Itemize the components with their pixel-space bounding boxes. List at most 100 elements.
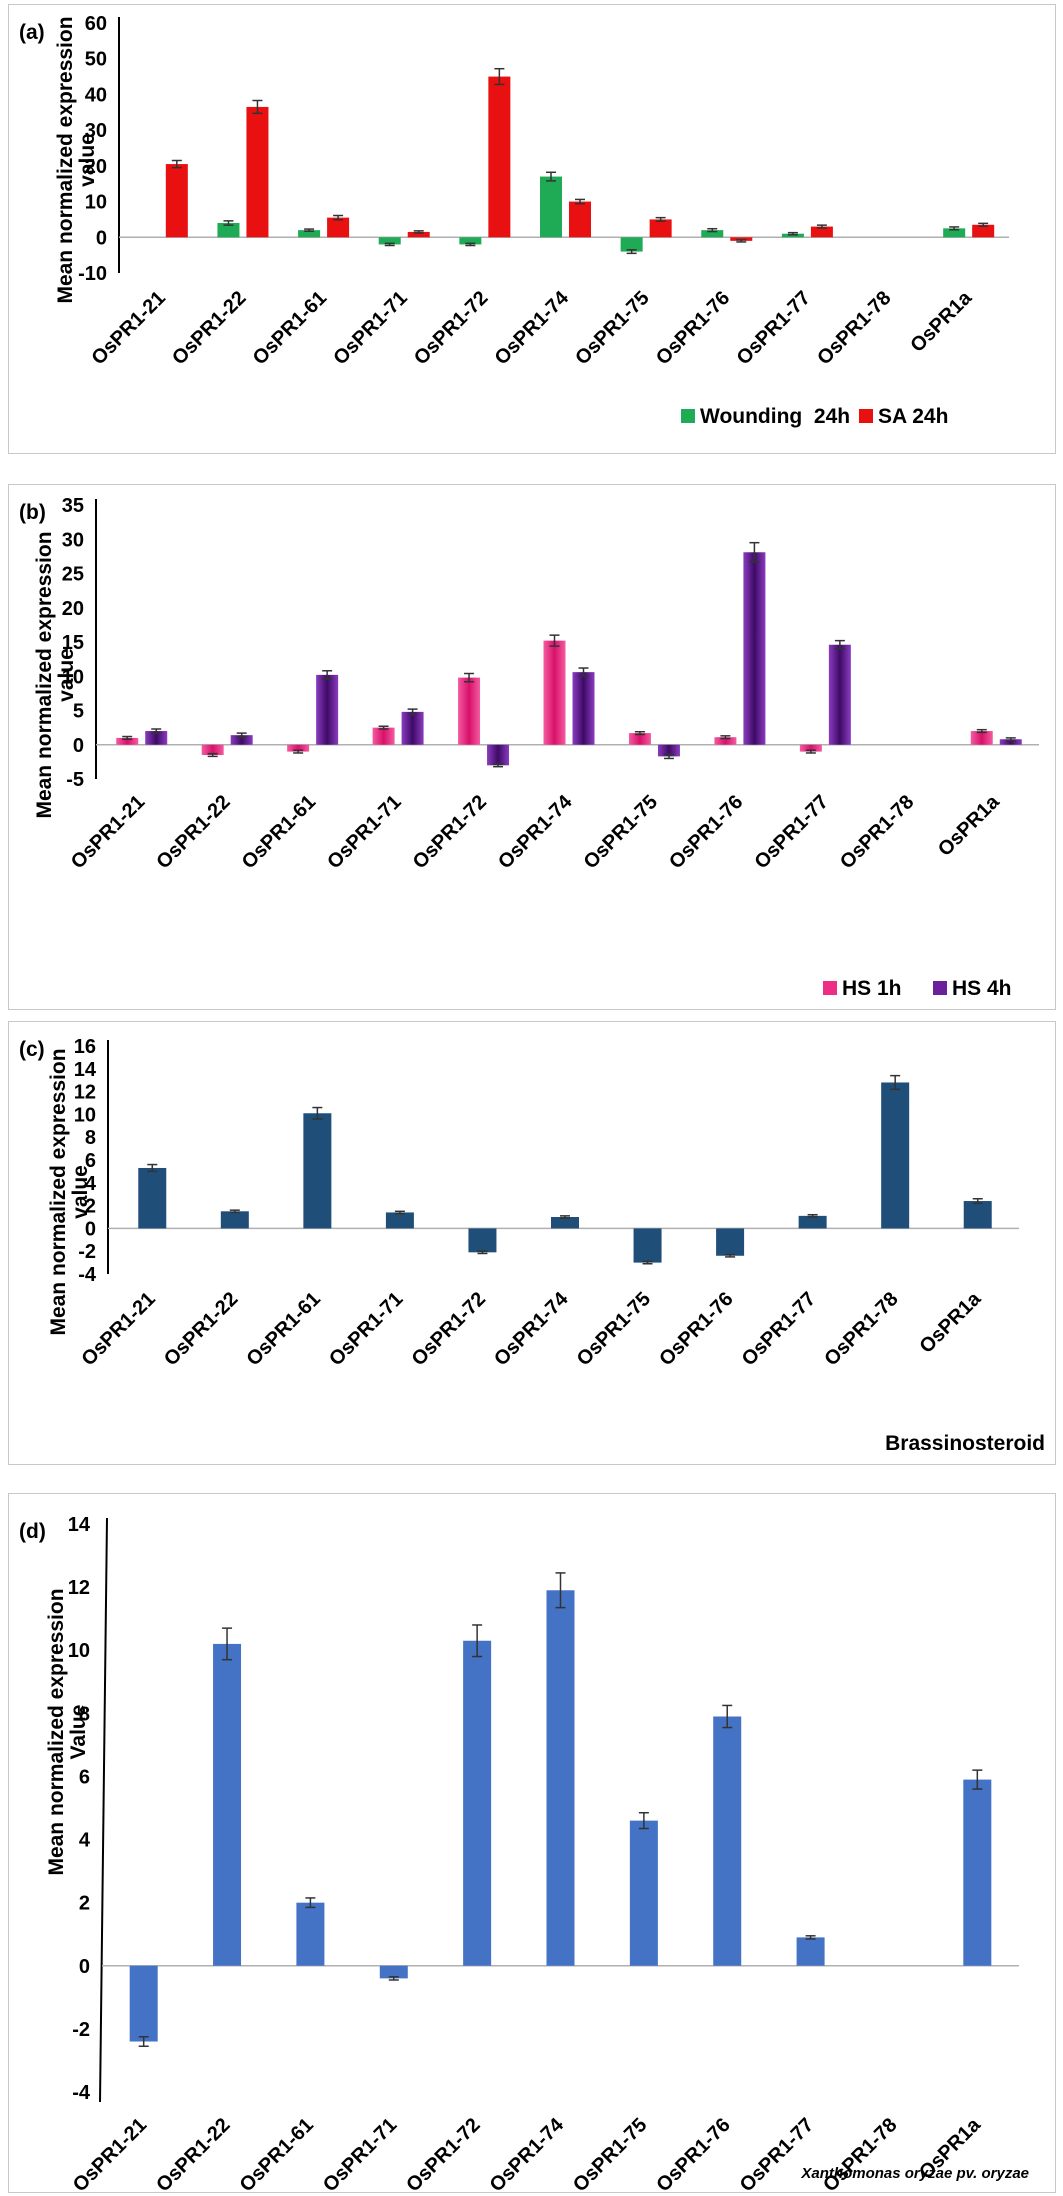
bar — [246, 106, 269, 238]
bar — [972, 224, 995, 238]
y-tick-label: 15 — [62, 632, 84, 654]
x-category-label: OsPR1-76 — [655, 1288, 737, 1370]
legend-swatch-hs-1h — [823, 981, 837, 995]
legend-swatch-hs-4h — [933, 981, 947, 995]
y-tick-label: 30 — [85, 120, 107, 142]
condition-caption: Xanthomonas oryzae pv. oryzae — [800, 2165, 1029, 2182]
y-tick-label: 10 — [85, 192, 107, 214]
x-category-label: OsPR1-61 — [249, 287, 331, 369]
bar — [701, 230, 724, 238]
bar — [468, 1228, 497, 1253]
x-category-label: OsPR1-71 — [319, 2114, 401, 2192]
bar — [649, 219, 672, 238]
condition-caption: Brassinosteroid — [885, 1432, 1045, 1455]
bar — [401, 711, 424, 745]
y-tick-label: 20 — [85, 156, 107, 178]
x-category-label: OsPR1-74 — [486, 2113, 569, 2192]
y-axis-label-line1: Mean normalized expression — [45, 1588, 68, 1875]
legend-label-hs-4h: HS 4h — [952, 977, 1012, 1000]
bar — [316, 674, 339, 745]
chart-a: (a) Mean normalized expression value 60 5… — [19, 13, 1009, 428]
bar — [628, 733, 651, 745]
bar — [569, 201, 591, 238]
x-category-label: OsPR1-77 — [733, 287, 815, 369]
y-tick-label: 40 — [85, 84, 107, 106]
y-axis-label-line2: value — [69, 1165, 92, 1219]
x-category-label: OsPR1-61 — [238, 791, 320, 873]
x-category-label: OsPR1-71 — [329, 287, 411, 369]
x-category-label: OsPR1-75 — [580, 791, 662, 873]
bar — [372, 727, 395, 745]
bar — [810, 226, 833, 238]
x-category-label: OsPR1-74 — [490, 1287, 573, 1370]
bar — [798, 1215, 827, 1229]
y-tick-label: 6 — [85, 1150, 96, 1172]
legend: Wounding 24h SA 24h — [681, 405, 948, 428]
y-tick-label: -2 — [78, 1241, 96, 1263]
y-tick-label: 6 — [79, 1766, 90, 1788]
x-category-label: OsPR1-71 — [325, 1288, 407, 1370]
x-category-label: OsPR1-75 — [573, 1288, 655, 1370]
x-category-label: OsPR1-21 — [69, 2114, 151, 2192]
panel-c: (c) Mean normalized expression value 16 1… — [8, 1021, 1056, 1465]
y-tick-label: 0 — [85, 1218, 96, 1240]
panel-letter: (c) — [19, 1038, 45, 1061]
y-tick-label: 2 — [79, 1893, 90, 1915]
y-tick-label: 16 — [74, 1036, 96, 1058]
y-tick-label: 0 — [73, 735, 84, 757]
bar — [963, 1779, 992, 1966]
y-tick-label: 4 — [79, 1830, 91, 1852]
bar — [296, 1902, 325, 1966]
bar — [220, 1211, 249, 1229]
bar — [165, 164, 188, 238]
bar — [129, 1965, 158, 2042]
panel-d: (d) Mean normalized expression Value 14 1… — [8, 1493, 1056, 2193]
y-tick-label: -2 — [72, 2019, 90, 2041]
legend-swatch-wounding — [681, 409, 695, 423]
bar — [743, 552, 766, 745]
x-category-label: OsPR1-22 — [160, 1288, 242, 1370]
panel-a: (a) Mean normalized expression value 60 5… — [8, 4, 1056, 454]
panel-letter: (d) — [19, 1520, 46, 1543]
legend-label-wounding: Wounding 24h — [700, 405, 850, 428]
bar — [713, 1716, 742, 1966]
x-category-label: OsPR1-75 — [569, 2114, 651, 2192]
bar — [201, 744, 224, 756]
bar — [970, 731, 993, 745]
x-category-label: OsPR1-72 — [408, 1288, 490, 1370]
x-category-label: OsPR1-78 — [820, 1288, 902, 1370]
y-tick-label: 10 — [74, 1104, 96, 1126]
bar — [463, 1640, 492, 1966]
x-category-label: OsPR1-72 — [402, 2114, 484, 2192]
x-category-label: OsPR1-72 — [409, 791, 491, 873]
bar — [620, 237, 643, 252]
bar — [629, 1820, 658, 1966]
bar — [217, 223, 240, 238]
x-category-label: OsPR1-72 — [410, 287, 492, 369]
bar — [327, 217, 350, 238]
x-category-label: OsPR1-61 — [236, 2114, 318, 2192]
y-axis-label-line2: value — [76, 133, 99, 187]
bar — [213, 1643, 242, 1966]
bar — [488, 76, 511, 238]
y-axis-label-line1: Mean normalized expression — [33, 531, 56, 818]
y-tick-label: 50 — [85, 49, 107, 71]
bar — [303, 1113, 332, 1229]
y-tick-label: 0 — [79, 1956, 90, 1978]
x-category-label: OsPR1-61 — [243, 1288, 325, 1370]
x-category-label: OsPR1-78 — [813, 287, 895, 369]
x-category-label: OsPR1-75 — [571, 287, 653, 369]
chart-b: (b) Mean normalized expression value 353… — [19, 495, 1039, 1000]
y-tick-label: 20 — [62, 598, 84, 620]
x-category-label: OsPR1-76 — [652, 287, 734, 369]
legend: HS 1h HS 4h — [823, 977, 1012, 1000]
x-category-label: OsPR1a — [934, 790, 1004, 860]
bar — [298, 230, 321, 238]
y-axis-label-line1: Mean normalized expression — [54, 16, 77, 303]
x-category-label: OsPR1-78 — [836, 791, 918, 873]
x-category-label: OsPR1a — [915, 1287, 985, 1357]
bar — [379, 1965, 408, 1979]
x-category-label: OsPR1-76 — [665, 791, 747, 873]
chart-c: (c) Mean normalized expression value 161… — [19, 1036, 1045, 1455]
